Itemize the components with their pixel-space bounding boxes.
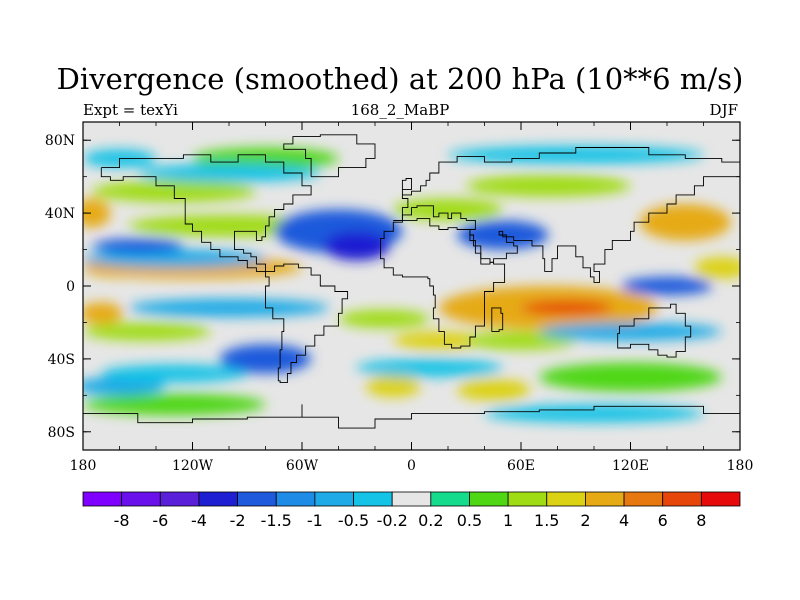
field-blob-26: [219, 344, 312, 374]
colorbar-swatch: [237, 491, 277, 507]
y-tick-label: 40N: [45, 206, 75, 222]
coastline-0: [100, 154, 312, 272]
field-blob-15: [338, 309, 430, 328]
field-blob-20: [83, 393, 266, 416]
coastline-1: [265, 263, 349, 384]
colorbar-label: 6: [658, 511, 668, 530]
field-blob-2: [83, 198, 111, 228]
colorbar-swatch: [469, 491, 509, 507]
field-blob-28: [539, 322, 722, 341]
field-blob-7: [393, 198, 503, 221]
experiment-label: Expt = texYi: [83, 101, 178, 119]
colorbar-label: -8: [114, 511, 130, 530]
field-blob-27: [621, 276, 713, 296]
colorbar-swatch: [700, 491, 741, 507]
y-tick-label: 80N: [45, 133, 75, 149]
colorbar-swatch: [391, 491, 432, 507]
colorbar-label: 4: [619, 511, 629, 530]
colorbar-swatch: [275, 491, 316, 507]
x-tick-label: 180: [727, 458, 754, 474]
colorbar-label: -2: [230, 511, 246, 530]
field-blob-16: [83, 322, 211, 341]
field-blob-14: [466, 331, 576, 350]
axis-ticks: 180 120W 60W 0 60E 120E 180 80N 40N 0 40S 80S: [45, 122, 753, 474]
field-blob-29: [128, 298, 330, 317]
y-tick-label: 0: [66, 279, 75, 295]
field-blob-19: [539, 362, 722, 392]
colorbar-swatch: [507, 491, 548, 507]
x-tick-label: 60W: [286, 458, 319, 474]
colorbar-swatch: [430, 491, 470, 507]
colorbar-label: -0.2: [377, 511, 408, 530]
colorbar: -8 -6 -4 -2 -1.5 -1 -0.5 -0.2 0.2 0.5 1 1.5 2 4 6 8: [82, 491, 741, 530]
colorbar-label: 0.5: [457, 511, 482, 530]
field-blob-34: [484, 404, 704, 423]
colorbar-label: 1.5: [534, 511, 559, 530]
colorbar-label: 2: [580, 511, 590, 530]
colorbar-swatch: [121, 491, 161, 507]
field-blob-13: [393, 331, 485, 350]
coastline-8: [491, 307, 504, 333]
colorbar-swatch: [546, 491, 586, 507]
x-tick-label: 0: [407, 458, 416, 474]
x-tick-label: 120E: [612, 458, 649, 474]
coastline-7: [83, 404, 740, 429]
coastline-6: [283, 134, 376, 178]
colorbar-swatch: [353, 491, 393, 507]
colorbar-label: -1: [307, 511, 323, 530]
colorbar-label: -0.5: [338, 511, 369, 530]
colorbar-label: -1.5: [261, 511, 292, 530]
field-blob-17: [457, 378, 531, 401]
x-tick-label: 120W: [172, 458, 214, 474]
field-blob-18: [365, 375, 421, 398]
coastline-9: [401, 178, 412, 195]
field-blob-10: [521, 300, 613, 316]
coastline-3: [393, 176, 740, 283]
coastline-5: [617, 303, 692, 358]
map-title: Divergence (smoothed) at 200 hPa (10**6 …: [56, 62, 744, 96]
y-tick-label: 80S: [48, 425, 75, 441]
colorbar-swatch: [159, 491, 200, 507]
field-blob-8: [466, 174, 631, 197]
colorbar-swatch: [314, 491, 354, 507]
field-blob-33: [356, 358, 503, 378]
coastline-2: [393, 147, 740, 221]
field-blob-36: [101, 364, 248, 383]
colorbar-swatch: [82, 491, 123, 507]
field-blob-11: [639, 204, 731, 241]
field-blob-22: [323, 231, 390, 261]
x-tick-label: 180: [70, 458, 97, 474]
season-label: DJF: [709, 101, 738, 119]
colorbar-label: 1: [503, 511, 513, 530]
x-tick-label: 60E: [507, 458, 535, 474]
field-blob-12: [694, 256, 740, 279]
field-blob-30: [137, 163, 321, 183]
y-tick-label: 40S: [48, 352, 75, 368]
colorbar-swatch: [585, 491, 625, 507]
field-blob-3: [83, 302, 124, 325]
field-blob-25: [92, 238, 184, 254]
colorbar-label: 0.2: [418, 511, 443, 530]
divergence-field: [83, 145, 740, 423]
coastlines: [83, 134, 740, 429]
colorbar-label: -4: [191, 511, 207, 530]
colorbar-swatch: [662, 491, 702, 507]
colorbar-swatch: [198, 491, 238, 507]
colorbar-label: 8: [696, 511, 706, 530]
case-label: 168_2_MaBP: [350, 101, 450, 119]
coastline-4: [380, 218, 506, 349]
colorbar-swatch: [623, 491, 664, 507]
colorbar-label: -6: [152, 511, 168, 530]
